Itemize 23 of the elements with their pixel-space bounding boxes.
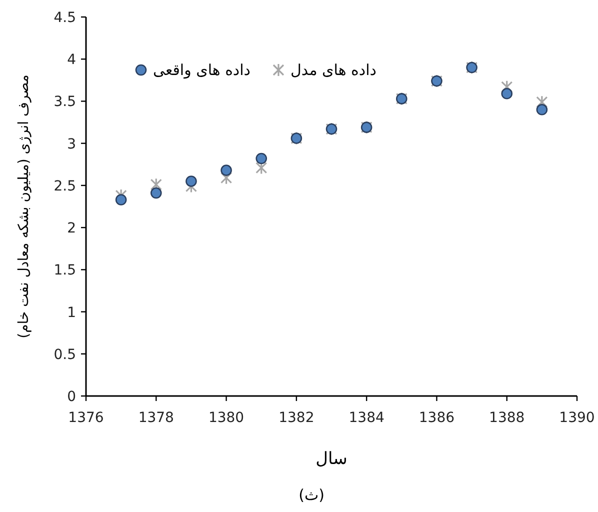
y-tick-label: 3.5 <box>54 94 76 110</box>
y-axis-title: مصرف انرژی (میلیون بشکه معادل نفت خام) <box>16 74 32 338</box>
text: (ث) <box>298 486 324 504</box>
y-tick-label: 2.5 <box>54 178 76 194</box>
y-tick-label: 1.5 <box>54 262 76 279</box>
y-tick-label: 2 <box>67 220 76 237</box>
x-tick-label: 1376 <box>68 410 104 426</box>
y-tick-label: 4 <box>67 52 76 68</box>
y-tick-label: 1 <box>67 304 76 321</box>
y-tick-label: 0 <box>67 389 76 405</box>
legend-label: داده های واقعی <box>153 61 250 79</box>
legend-label: داده های مدل <box>290 61 376 79</box>
y-tick-label: 4.5 <box>54 10 76 26</box>
x-tick-label: 1388 <box>489 410 525 426</box>
x-tick-label: 1386 <box>418 410 455 426</box>
x-tick-label: 1378 <box>138 410 174 426</box>
x-tick-label: 1380 <box>208 410 244 426</box>
y-tick-label: 0.5 <box>54 346 76 363</box>
x-tick-label: 1384 <box>348 410 384 426</box>
x-tick-label: 1390 <box>559 410 595 426</box>
y-tick-label: 3 <box>67 136 76 152</box>
x-axis-title: سال <box>316 449 348 469</box>
x-tick-label: 1382 <box>278 410 314 426</box>
